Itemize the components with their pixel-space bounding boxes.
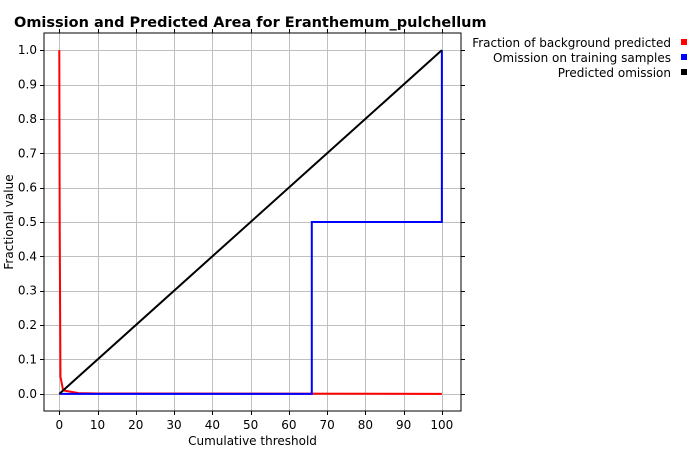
x-tick-label: 70 xyxy=(319,418,334,432)
x-tick-label: 10 xyxy=(90,418,105,432)
y-tick-label: 0.9 xyxy=(18,78,37,92)
y-tick-label: 0.5 xyxy=(18,215,37,229)
x-tick-label: 90 xyxy=(396,418,411,432)
legend-label-2: Predicted omission xyxy=(558,66,671,80)
legend: Fraction of background predictedOmission… xyxy=(472,36,687,80)
series-line-2 xyxy=(58,49,443,395)
y-tick-label: 1.0 xyxy=(18,43,37,57)
x-tick-label: 20 xyxy=(128,418,143,432)
y-tick-label: 0.8 xyxy=(18,112,37,126)
series-line-1 xyxy=(59,50,443,395)
y-tick-label: 0.0 xyxy=(18,387,37,401)
y-tick-label: 0.3 xyxy=(18,284,37,298)
series-lines xyxy=(58,49,443,395)
legend-swatch-2 xyxy=(681,69,687,75)
legend-swatch-1 xyxy=(681,54,687,60)
y-tick-label: 0.4 xyxy=(18,249,37,263)
x-tick-label: 100 xyxy=(430,418,453,432)
x-tick-label: 80 xyxy=(358,418,373,432)
x-tick-label: 0 xyxy=(55,418,63,432)
y-axis-label: Fractional value xyxy=(2,174,16,269)
axis-ticks: 0 10 20 30 40 50 60 70 80 90 100 0.0 0.1 0.2 0.3 0.4 0.5… xyxy=(18,29,465,432)
y-tick-label: 0.1 xyxy=(18,352,37,366)
x-tick-label: 50 xyxy=(243,418,258,432)
y-tick-label: 0.7 xyxy=(18,146,37,160)
legend-swatch-0 xyxy=(681,39,687,45)
x-tick-label: 60 xyxy=(281,418,296,432)
y-tick-label: 0.6 xyxy=(18,181,37,195)
legend-label-0: Fraction of background predicted xyxy=(472,36,671,50)
y-tick-label: 0.2 xyxy=(18,318,37,332)
x-tick-label: 40 xyxy=(205,418,220,432)
x-axis-label: Cumulative threshold xyxy=(188,434,317,448)
legend-label-1: Omission on training samples xyxy=(493,51,671,65)
chart-title: Omission and Predicted Area for Eranthem… xyxy=(14,15,487,31)
x-tick-label: 30 xyxy=(166,418,181,432)
